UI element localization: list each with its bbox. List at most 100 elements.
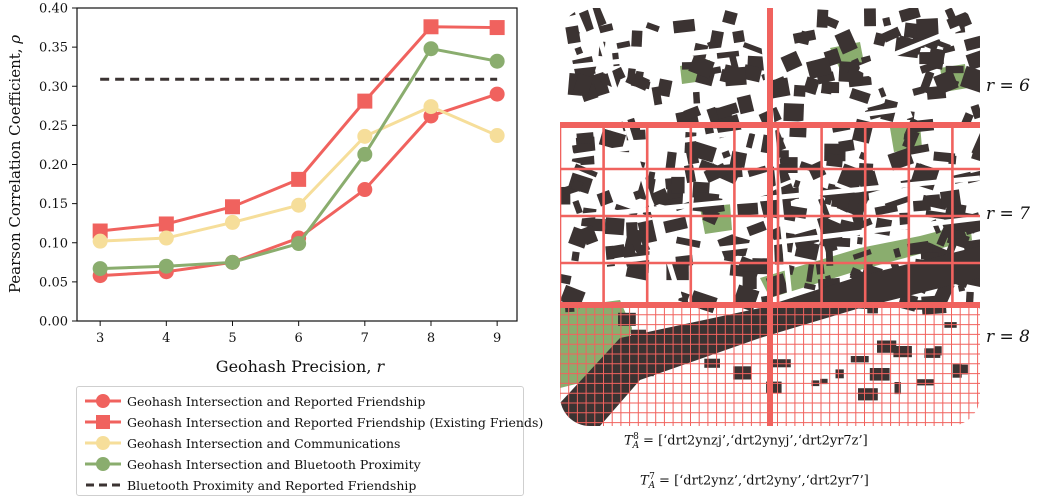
legend-swatch-circle <box>85 394 121 408</box>
building <box>799 30 812 46</box>
building <box>863 8 877 27</box>
data-point <box>92 261 108 277</box>
building <box>882 16 892 27</box>
road <box>587 8 683 299</box>
building <box>596 190 614 207</box>
data-point <box>291 197 307 213</box>
building <box>916 18 939 40</box>
geohash-map <box>560 8 980 426</box>
line-chart: 0.00 0.05 0.10 0.15 0.20 0.25 0.30 0.35 0.40 3 4 5 6… <box>6 2 518 376</box>
building <box>803 76 820 95</box>
legend-entry: Bluetooth Proximity and Reported Friends… <box>77 475 523 495</box>
building <box>572 199 583 215</box>
building <box>722 10 738 26</box>
building <box>803 282 816 291</box>
building <box>598 128 627 151</box>
building <box>683 105 702 121</box>
y-tick-label: 0.35 <box>39 41 68 56</box>
legend-swatch-circle <box>85 436 121 450</box>
chart-legend: Geohash Intersection and Reported Friend… <box>76 386 543 496</box>
building <box>829 237 851 248</box>
building <box>745 313 765 322</box>
building <box>884 196 910 210</box>
data-point <box>357 128 373 144</box>
data-point <box>489 86 505 102</box>
building <box>869 368 890 381</box>
legend-label: Geohash Intersection and Reported Friend… <box>127 394 426 409</box>
building <box>742 271 757 289</box>
building <box>823 15 840 30</box>
data-point <box>489 53 505 69</box>
x-tick-label: 5 <box>228 331 236 346</box>
building <box>691 141 717 163</box>
building <box>721 150 731 159</box>
building <box>893 346 912 358</box>
building <box>742 64 763 83</box>
building <box>820 378 828 385</box>
building <box>571 251 580 262</box>
geohash-grid-r6 <box>560 8 980 426</box>
series <box>92 99 505 249</box>
y-tick-label: 0.15 <box>39 197 68 212</box>
legend-swatch-circle <box>85 457 121 471</box>
data-point <box>357 93 373 109</box>
building <box>971 144 980 162</box>
y-axis-label: Pearson Correlation Coefficient, ρ <box>6 35 24 293</box>
data-point <box>224 254 240 270</box>
building <box>898 8 921 23</box>
label-r6: r = 6 <box>986 76 1030 96</box>
building <box>946 11 973 33</box>
legend-entry: Geohash Intersection and Reported Friend… <box>77 391 523 411</box>
building <box>565 25 581 45</box>
building <box>820 83 833 95</box>
data-point <box>291 236 307 252</box>
y-tick-label: 0.05 <box>39 275 68 290</box>
building <box>952 364 962 378</box>
x-tick-label: 3 <box>96 331 104 346</box>
building <box>881 26 902 43</box>
legend-label: Geohash Intersection and Reported Friend… <box>127 415 544 430</box>
data-point <box>158 230 174 246</box>
building <box>742 42 765 55</box>
building <box>580 225 599 246</box>
building <box>772 359 791 368</box>
building <box>732 30 746 44</box>
building <box>858 388 878 401</box>
building <box>934 346 942 356</box>
building <box>560 274 572 285</box>
y-tick-label: 0.10 <box>39 236 68 251</box>
x-axis-label: Geohash Precision, r <box>216 357 386 376</box>
building <box>675 236 701 248</box>
building <box>663 216 688 234</box>
data-point <box>92 233 108 249</box>
building <box>799 161 820 174</box>
x-tick-label: 8 <box>427 331 435 346</box>
building <box>736 94 755 115</box>
x-tick-label: 4 <box>162 331 170 346</box>
building <box>573 73 594 95</box>
building <box>724 66 747 87</box>
building <box>692 91 701 104</box>
building <box>808 242 820 253</box>
building <box>607 130 616 138</box>
building <box>906 143 930 156</box>
road <box>858 65 913 120</box>
building <box>906 240 930 256</box>
building <box>576 132 594 139</box>
building <box>574 163 598 178</box>
building <box>605 244 626 260</box>
building <box>933 280 955 304</box>
building <box>852 248 872 260</box>
building <box>939 189 962 209</box>
legend-entry: Geohash Intersection and Communications <box>77 433 523 453</box>
building <box>745 132 756 149</box>
building <box>611 354 624 364</box>
building <box>793 179 801 189</box>
building <box>596 23 614 34</box>
data-point <box>423 41 439 57</box>
data-point <box>489 128 505 144</box>
building <box>616 40 631 49</box>
building <box>933 69 959 95</box>
building <box>793 84 806 97</box>
building <box>805 56 833 80</box>
